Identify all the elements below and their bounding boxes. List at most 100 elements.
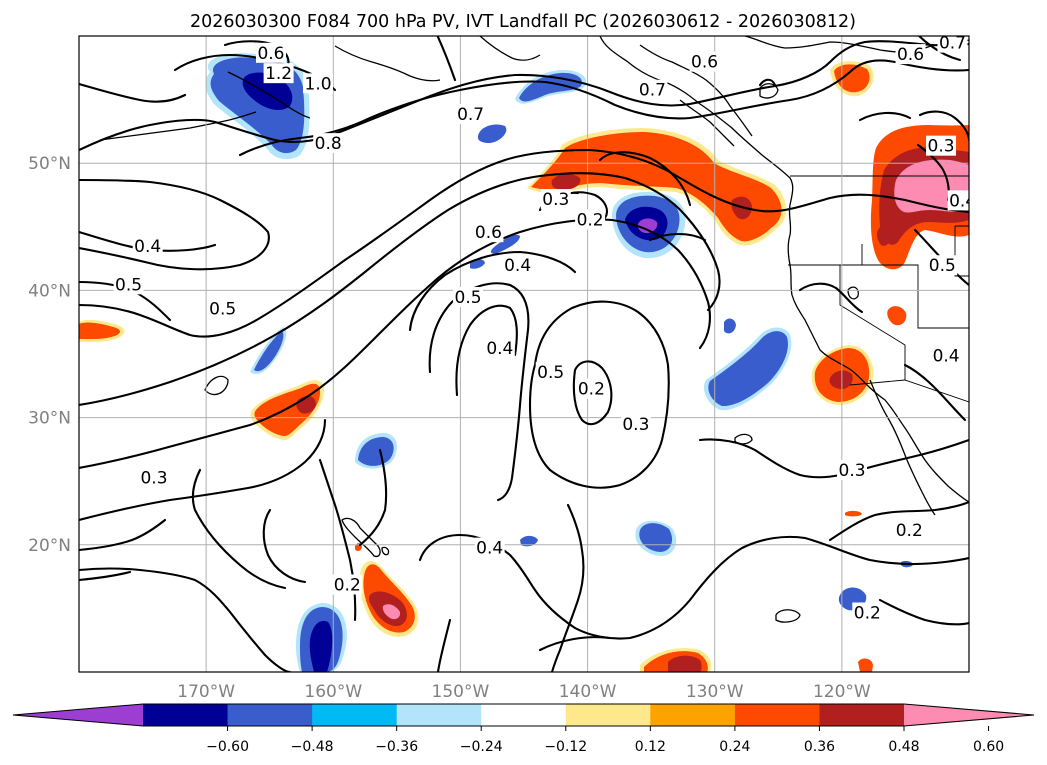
contour-label: 0.6 xyxy=(689,51,720,73)
contour-label-text: 1.2 xyxy=(265,64,292,84)
longitude-axis: 170°W 160°W 150°W 140°W 130°W 120°W xyxy=(177,682,871,702)
contour-label-text: 0.8 xyxy=(315,134,342,154)
contour-label-bg xyxy=(837,460,868,481)
colorbar-tick-label: −0.36 xyxy=(375,739,418,755)
colorbar-extend-low xyxy=(13,704,143,726)
colorbar-tick-label: 0.36 xyxy=(804,739,835,755)
contour-label: 0.5 xyxy=(207,298,238,319)
contour-label-text: 0.5 xyxy=(537,363,564,383)
contour-label: 0.4 xyxy=(931,345,962,367)
contour-label-text: 0.6 xyxy=(475,223,502,243)
contour-label: 0.7 xyxy=(455,103,486,125)
contour-label-bg xyxy=(535,362,566,383)
colorbar-tick-label: 0.60 xyxy=(973,739,1004,755)
colorbar-tick-label: 0.48 xyxy=(888,739,919,755)
contour-label-text: 0.5 xyxy=(209,299,236,319)
contour-label-bg xyxy=(895,44,926,65)
contour-label-text: 0.4 xyxy=(933,347,960,367)
contour-label: 0.2 xyxy=(575,209,606,230)
latitude-axis: 50°N 40°N 30°N 20°N xyxy=(28,154,71,556)
contour-label-bg xyxy=(689,51,720,72)
shade-negative-patch-b xyxy=(490,234,520,254)
contour-label: 0.7 xyxy=(637,79,668,101)
contour-label: 0.4 xyxy=(132,236,163,257)
colorbar-tick-label: −0.24 xyxy=(460,739,503,755)
contour-label: 0.2 xyxy=(332,574,363,596)
graticule xyxy=(79,36,969,672)
contour-label-bg xyxy=(332,574,363,595)
contour-label-text: 1.0 xyxy=(305,74,332,94)
colorbar-segment xyxy=(396,704,482,726)
contour-label-bg xyxy=(502,255,533,276)
contour-label-text: 0.4 xyxy=(949,191,976,211)
contour-label-bg xyxy=(484,337,515,358)
contour-label-text: 0.7 xyxy=(457,105,484,125)
map-background xyxy=(79,36,969,672)
contour-label-text: 0.5 xyxy=(929,256,956,276)
contour-label-bg xyxy=(207,298,238,319)
contour-label: 0.6 xyxy=(895,44,926,65)
contour-label-bg xyxy=(576,378,607,399)
contour-label-text: 0.4 xyxy=(134,237,161,257)
colorbar-segment xyxy=(734,704,820,726)
contour-label-text: 0.5 xyxy=(455,288,482,308)
contour-label-bg xyxy=(255,42,286,63)
contour-label: 0.4 xyxy=(484,337,515,359)
lat-label: 20°N xyxy=(28,536,71,556)
contour-label-text: 0.3 xyxy=(542,190,569,210)
contour-label: 0.5 xyxy=(927,255,958,276)
contour-label-bg xyxy=(263,63,294,84)
contour-label-bg xyxy=(303,73,334,94)
colorbar-tick-label: −0.48 xyxy=(291,739,334,755)
contour-label-bg xyxy=(455,103,486,124)
contour-label-text: 0.2 xyxy=(334,576,361,596)
contour-label-text: 0.2 xyxy=(578,380,605,400)
colorbar-segment xyxy=(565,704,651,726)
contour-label-bg xyxy=(620,414,651,435)
political-borders xyxy=(788,175,969,403)
lon-label: 140°W xyxy=(559,682,617,702)
contour-label: 0.5 xyxy=(453,287,484,308)
contour-label: 0.3 xyxy=(620,414,651,435)
contour-label-bg xyxy=(473,222,504,243)
contour-label-bg xyxy=(947,190,969,211)
contour-label-bg xyxy=(894,519,925,540)
colorbar-segment xyxy=(312,704,398,726)
contour-labels: 1.21.00.80.70.60.70.6 0.60.70.30.40.50.40… xyxy=(113,34,976,623)
contour-label-bg xyxy=(575,209,606,230)
shade-negative-hawaii-sw xyxy=(296,603,347,672)
contour-label-text: 0.3 xyxy=(140,469,167,489)
contour-label-text: 0.4 xyxy=(486,339,513,359)
contour-label: 0.2 xyxy=(894,519,925,541)
contour-label: 0.4 xyxy=(502,255,533,276)
colorbar-segment xyxy=(227,704,313,726)
contour-label-text: 0.6 xyxy=(691,53,718,73)
contour-label: 1.2 xyxy=(263,63,294,84)
contour-label: 0.3 xyxy=(540,189,571,210)
contour-label-bg xyxy=(113,274,144,295)
lon-label: 130°W xyxy=(686,682,744,702)
contour-label-text: 0.3 xyxy=(622,415,649,435)
contour-label: 1.0 xyxy=(303,73,334,94)
contour-label-bg xyxy=(931,345,962,366)
map-layers: 1.21.00.80.70.60.70.6 0.60.70.30.40.50.40… xyxy=(79,34,976,672)
colorbar-segment xyxy=(143,704,229,726)
colorbar: −0.60 −0.48 −0.36 −0.24 −0.12 0.12 0.24 0.36 0.4… xyxy=(12,703,1035,755)
colorbar-outline xyxy=(12,703,1035,727)
contour-label-text: 0.7 xyxy=(939,34,966,54)
contour-label-text: 0.2 xyxy=(577,210,604,230)
shade-positive-pacnw xyxy=(527,128,787,246)
colorbar-tick-label: 0.12 xyxy=(635,739,666,755)
contour-label-bg xyxy=(474,537,505,558)
colorbar-segment xyxy=(650,704,736,726)
lon-label: 150°W xyxy=(432,682,490,702)
contour-label: 0.6 xyxy=(255,42,286,64)
contour-label-text: 0.5 xyxy=(115,275,142,295)
contour-label-bg xyxy=(926,135,957,156)
contour-label: 0.2 xyxy=(852,602,883,623)
contour-label: 0.5 xyxy=(535,362,566,383)
contour-label-bg xyxy=(540,189,571,210)
contour-label-text: 0.2 xyxy=(896,521,923,541)
lon-label: 170°W xyxy=(177,682,235,702)
